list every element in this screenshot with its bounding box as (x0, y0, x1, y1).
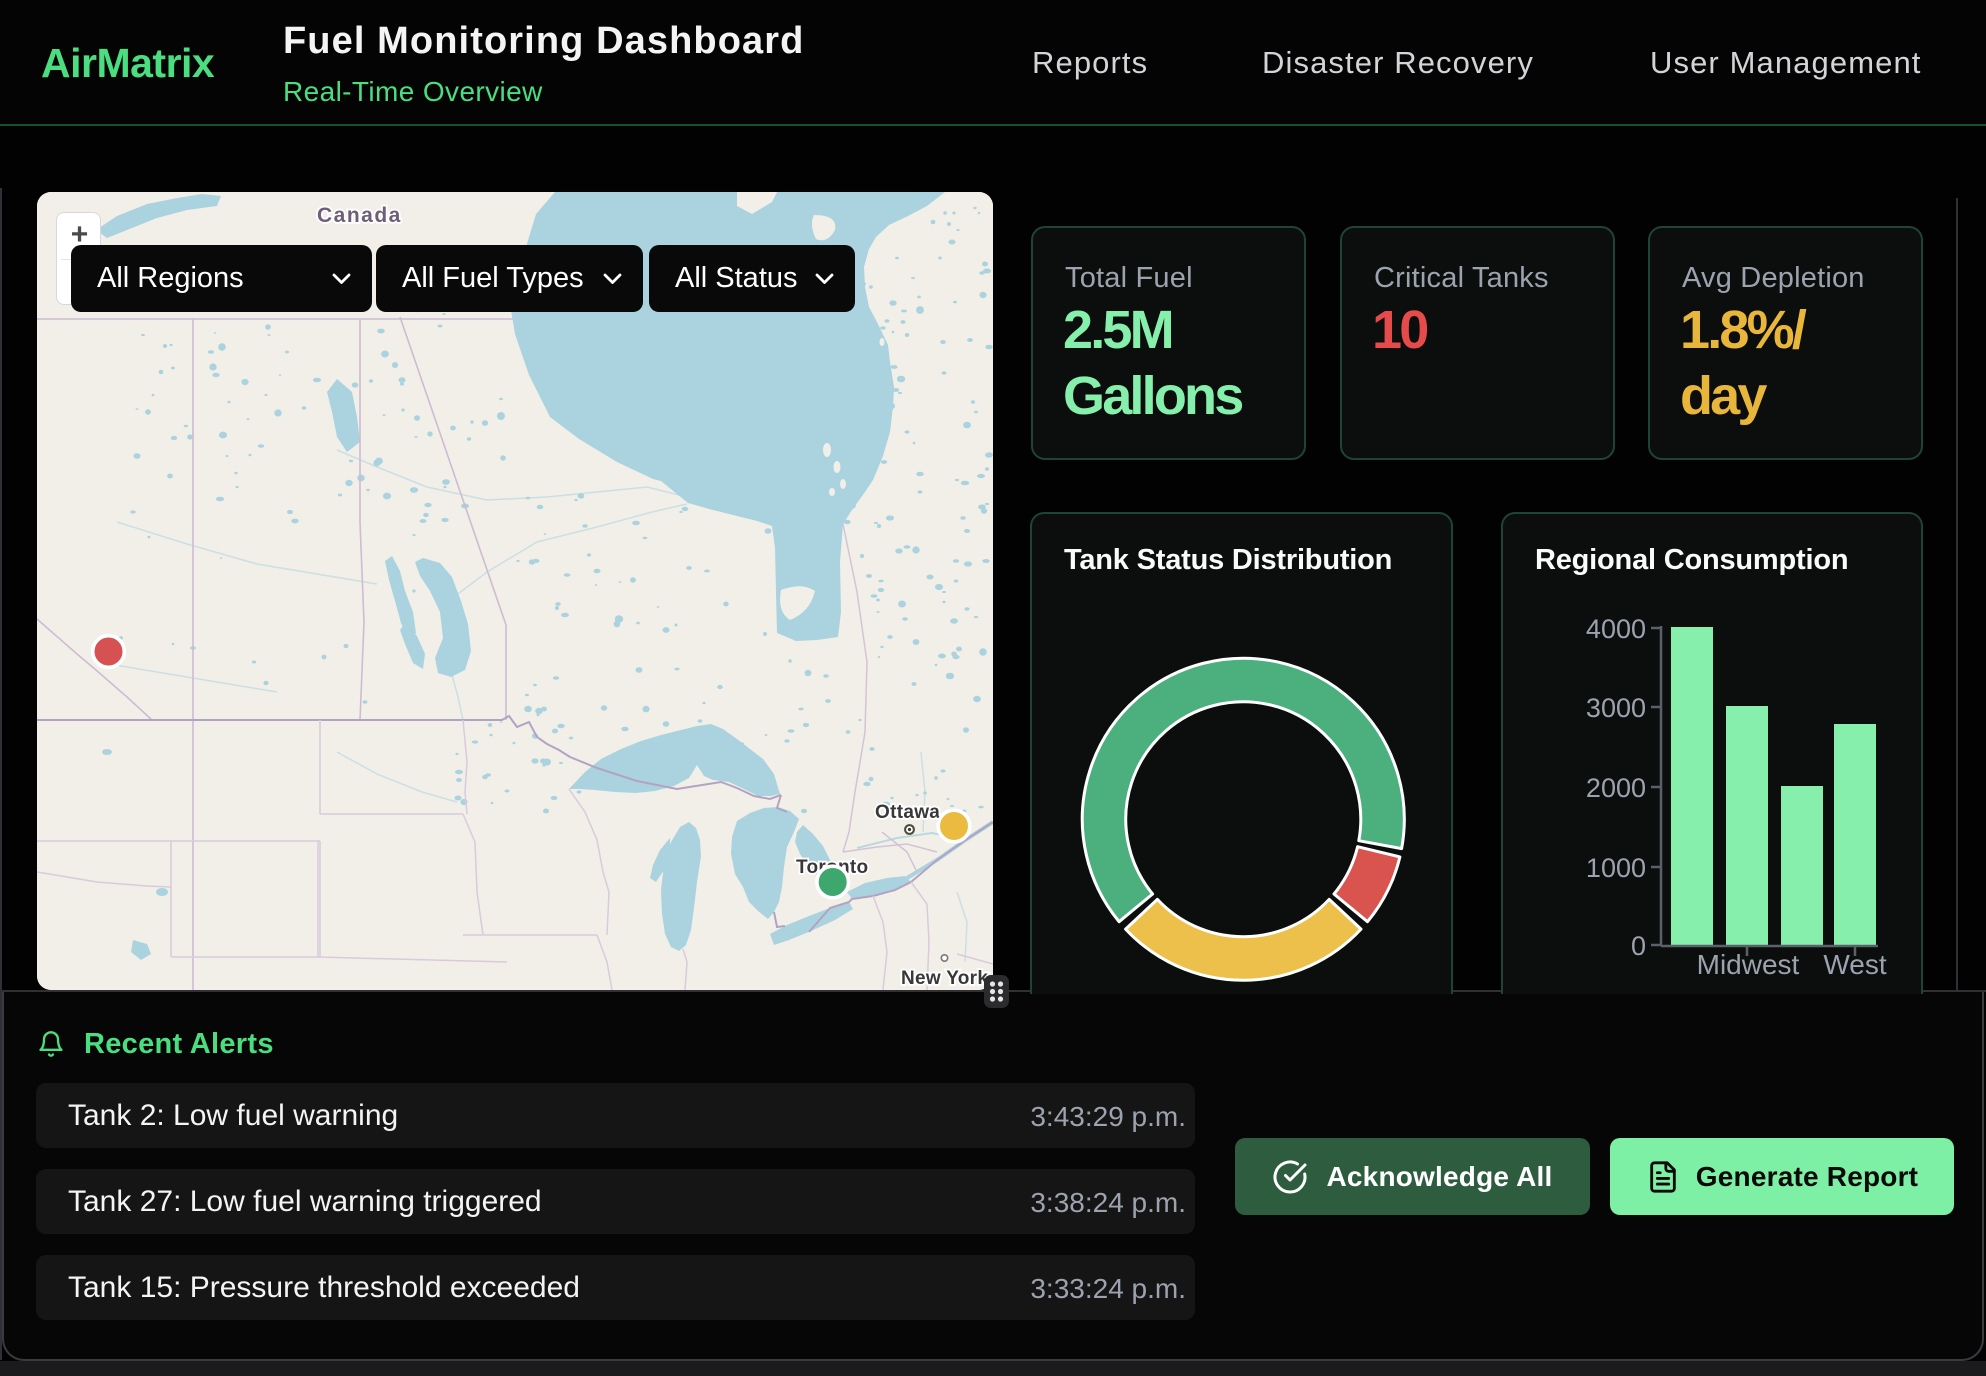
svg-text:4000: 4000 (1586, 614, 1646, 644)
svg-text:Midwest: Midwest (1697, 949, 1800, 980)
svg-text:3000: 3000 (1586, 693, 1646, 723)
svg-text:Canada: Canada (317, 204, 402, 227)
svg-text:West: West (1823, 949, 1886, 980)
svg-text:1000: 1000 (1586, 853, 1646, 883)
svg-text:Ottawa: Ottawa (875, 802, 940, 823)
svg-text:0: 0 (1631, 931, 1646, 961)
svg-text:New York: New York (901, 968, 988, 989)
svg-text:2000: 2000 (1586, 773, 1646, 803)
